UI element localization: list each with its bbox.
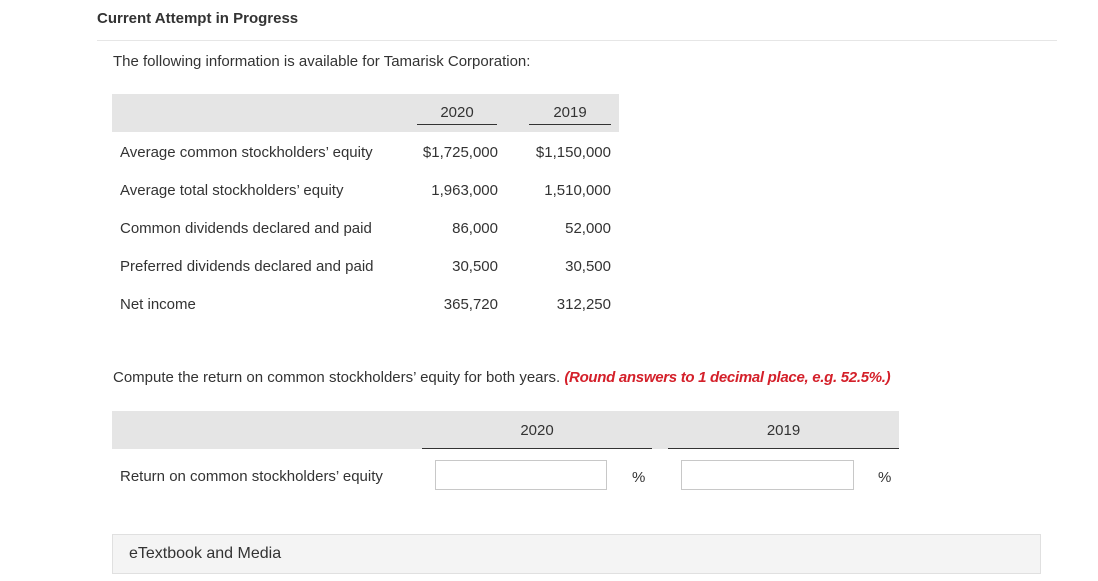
attempt-title: Current Attempt in Progress bbox=[97, 10, 299, 27]
data-table-header bbox=[112, 94, 619, 132]
percent-unit: % bbox=[632, 469, 646, 486]
value-2020: 365,720 bbox=[443, 296, 498, 313]
row-label: Average common stockholders’ equity bbox=[120, 144, 373, 161]
divider bbox=[97, 40, 1057, 41]
question-panel: Current Attempt in Progress The followin… bbox=[97, 10, 1057, 574]
answer-table-header bbox=[112, 411, 899, 449]
value-2020: 1,963,000 bbox=[431, 182, 498, 199]
answer-column-header-2019: 2019 bbox=[766, 422, 801, 439]
column-underline bbox=[422, 448, 652, 449]
question-text: Compute the return on common stockholder… bbox=[113, 369, 891, 386]
percent-unit: % bbox=[878, 469, 892, 486]
roe-2019-input[interactable] bbox=[681, 460, 854, 490]
etextbook-label: eTextbook and Media bbox=[129, 545, 282, 562]
value-2020: $1,725,000 bbox=[422, 144, 498, 161]
value-2019: 52,000 bbox=[565, 220, 611, 237]
rounding-hint: (Round answers to 1 decimal place, e.g. … bbox=[564, 369, 891, 386]
value-2020: 30,500 bbox=[452, 258, 498, 275]
row-label: Preferred dividends declared and paid bbox=[120, 258, 374, 275]
value-2019: 30,500 bbox=[565, 258, 611, 275]
value-2020: 86,000 bbox=[452, 220, 498, 237]
column-underline bbox=[529, 124, 611, 125]
column-underline bbox=[417, 124, 497, 125]
roe-2020-input[interactable] bbox=[435, 460, 607, 490]
column-underline bbox=[668, 448, 899, 449]
value-2019: $1,150,000 bbox=[535, 144, 611, 161]
value-2019: 1,510,000 bbox=[544, 182, 611, 199]
answer-row-label: Return on common stockholders’ equity bbox=[120, 468, 383, 485]
row-label: Common dividends declared and paid bbox=[120, 220, 372, 237]
question-prompt: Compute the return on common stockholder… bbox=[113, 369, 561, 386]
intro-text: The following information is available f… bbox=[113, 53, 531, 70]
answer-column-header-2020: 2020 bbox=[520, 422, 554, 439]
column-header-2019: 2019 bbox=[553, 104, 587, 121]
row-label: Net income bbox=[120, 296, 196, 313]
value-2019: 312,250 bbox=[556, 296, 611, 313]
column-header-2020: 2020 bbox=[440, 104, 474, 121]
etextbook-media-button[interactable]: eTextbook and Media bbox=[112, 534, 1041, 574]
row-label: Average total stockholders’ equity bbox=[120, 182, 344, 199]
